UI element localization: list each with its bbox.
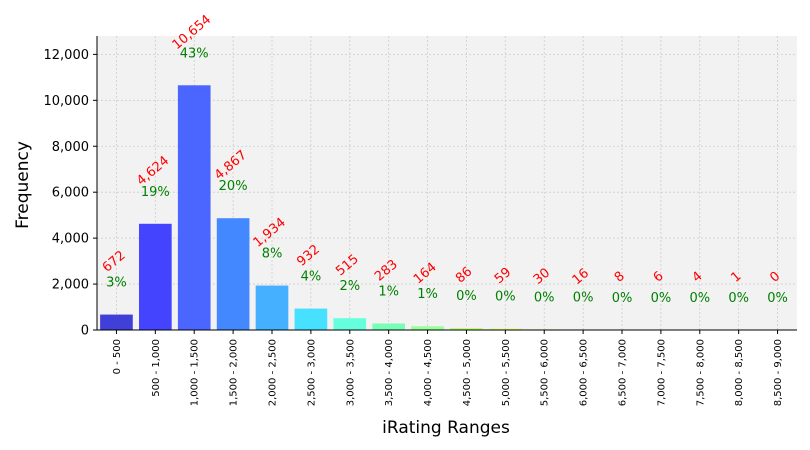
x-tick-label: 8,500 - 9,000 xyxy=(773,339,784,406)
y-axis: 0 2,000 4,000 6,000 8,000 10,000 12,000 xyxy=(44,36,98,339)
y-tick-label: 12,000 xyxy=(44,48,90,63)
percent-label: 43% xyxy=(180,46,209,61)
y-tick-label: 6,000 xyxy=(52,186,89,201)
percent-label: 0% xyxy=(612,291,633,306)
x-tick-label: 6,500 - 7,000 xyxy=(618,339,629,406)
x-tick-label: 2,500 - 3,000 xyxy=(306,339,317,406)
percent-label: 1% xyxy=(378,284,399,299)
x-axis-title: iRating Ranges xyxy=(382,418,510,438)
percent-label: 0% xyxy=(495,290,516,305)
x-tick-label: 1,500 - 2,000 xyxy=(229,339,240,406)
bar xyxy=(450,328,483,330)
percent-label: 0% xyxy=(767,291,788,306)
bar xyxy=(255,285,289,330)
percent-label: 1% xyxy=(417,287,438,302)
percent-label: 0% xyxy=(728,291,749,306)
y-tick-label: 4,000 xyxy=(52,232,89,247)
x-tick-label: 3,000 - 3,500 xyxy=(345,339,356,406)
percent-label: 19% xyxy=(141,185,170,200)
percent-label: 2% xyxy=(339,279,360,294)
bar xyxy=(489,328,522,330)
bar xyxy=(372,323,405,330)
bar xyxy=(100,314,133,330)
x-tick-label: 4,000 - 4,500 xyxy=(423,339,434,406)
x-tick-label: 8,000 - 8,500 xyxy=(734,339,745,406)
bar xyxy=(216,218,250,330)
x-tick-label: 7,000 - 7,500 xyxy=(656,339,667,406)
y-tick-label: 10,000 xyxy=(44,94,90,109)
x-tick-label: 7,500 - 8,000 xyxy=(695,339,706,406)
x-tick-label: 1,000 - 1,500 xyxy=(190,339,201,406)
percent-label: 0% xyxy=(651,291,672,306)
x-tick-label: 5,000 - 5,500 xyxy=(501,339,512,406)
x-tick-label: 6,000 - 6,500 xyxy=(579,339,590,406)
percent-label: 20% xyxy=(219,179,248,194)
x-axis: 0 - 500 500 - 1,000 1,000 - 1,500 1,500 - 2… xyxy=(97,329,797,406)
bar xyxy=(294,308,328,330)
percent-label: 4% xyxy=(301,270,322,285)
y-axis-title: Frequency xyxy=(13,141,33,229)
percent-label: 0% xyxy=(573,291,594,306)
percent-label: 3% xyxy=(106,276,127,291)
bar xyxy=(333,318,367,330)
y-tick-label: 8,000 xyxy=(52,140,89,155)
bar xyxy=(177,85,211,330)
x-tick-label: 3,500 - 4,000 xyxy=(384,339,395,406)
bars xyxy=(100,85,755,330)
x-tick-label: 0 - 500 xyxy=(112,339,123,374)
y-tick-label: 2,000 xyxy=(52,278,89,293)
y-tick-label: 0 xyxy=(81,324,89,339)
x-tick-label: 2,000 - 2,500 xyxy=(268,339,279,406)
percent-label: 0% xyxy=(689,291,710,306)
plot-background xyxy=(97,36,797,330)
bar xyxy=(411,326,444,330)
percent-label: 0% xyxy=(534,290,555,305)
percent-label: 0% xyxy=(456,289,477,304)
x-tick-label: 4,500 - 5,000 xyxy=(462,339,473,406)
percent-label: 8% xyxy=(262,247,283,262)
x-tick-label: 500 - 1,000 xyxy=(151,339,162,397)
bar xyxy=(139,223,172,330)
x-tick-label: 5,500 - 6,000 xyxy=(540,339,551,406)
